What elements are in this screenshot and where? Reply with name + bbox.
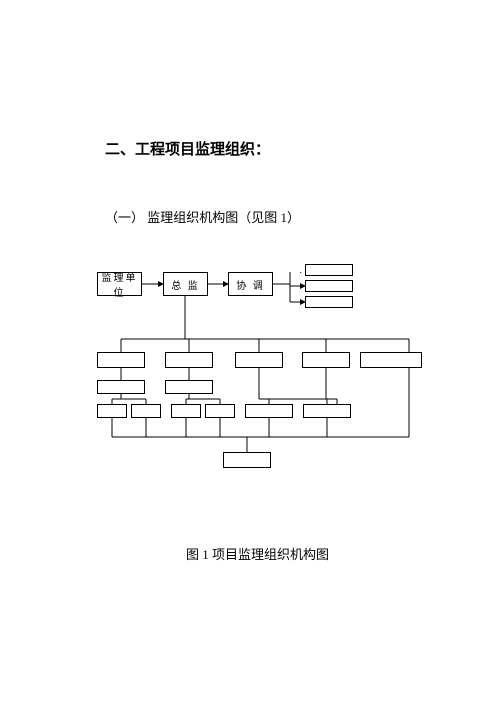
node-n_b3 (171, 404, 201, 418)
node-n_r1 (305, 264, 353, 276)
org-chart-diagram: 监理单位总 监协 调 (95, 272, 425, 482)
node-n_m2a (165, 380, 213, 394)
node-n_m4 (302, 352, 350, 368)
node-n_m1a (97, 380, 145, 394)
subsection-heading: （一） 监理组织机构图（见图 1） (105, 207, 300, 226)
node-n_m1 (97, 352, 145, 368)
page: 二、工程项目监理组织： （一） 监理组织机构图（见图 1） 监理单位总 监协 调… (0, 0, 500, 707)
node-n_b1 (97, 404, 127, 418)
node-n_r2 (305, 280, 353, 292)
node-n_m5 (360, 352, 422, 368)
figure-caption: 图 1 项目监理组织机构图 (186, 544, 329, 563)
node-n_b2 (131, 404, 161, 418)
node-n_b4 (205, 404, 235, 418)
node-n_b6 (303, 404, 351, 418)
section-heading: 二、工程项目监理组织： (105, 138, 270, 159)
node-n_coord: 协 调 (228, 272, 273, 296)
node-n_m3 (235, 352, 283, 368)
diagram-connectors (95, 272, 425, 482)
node-n_b5 (245, 404, 293, 418)
node-n_final (223, 452, 271, 468)
node-n_m2 (165, 352, 213, 368)
node-n_unit: 监理单位 (97, 272, 142, 296)
node-n_r3 (305, 296, 353, 308)
node-n_dir: 总 监 (163, 272, 208, 296)
